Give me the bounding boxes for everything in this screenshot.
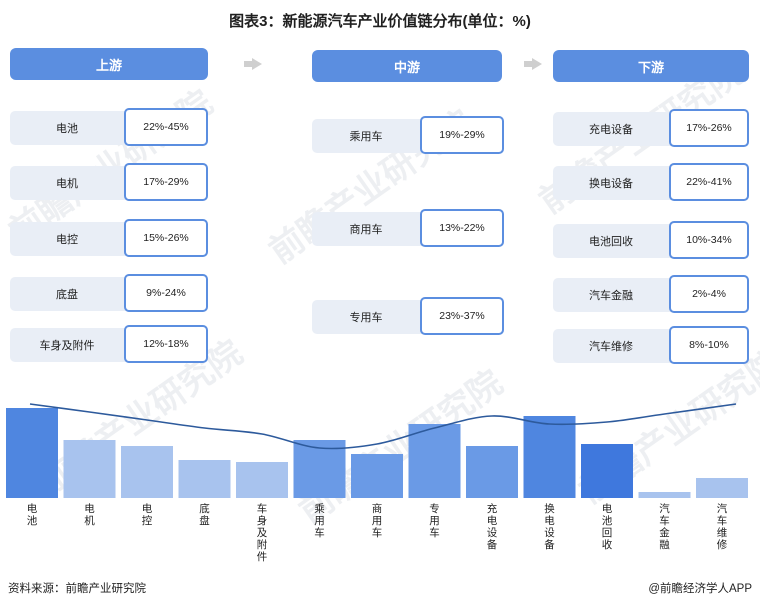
item-label: 商用车 (349, 224, 383, 236)
item-value: 13%-22% (420, 209, 504, 247)
item-value: 23%-37% (420, 297, 504, 335)
bar-底盘 (178, 460, 231, 498)
item-value: 17%-29% (124, 163, 208, 201)
tick-label: 电机 (84, 502, 95, 527)
item-value: 17%-26% (669, 109, 749, 147)
brand-label: @前瞻经济学人APP (648, 583, 752, 595)
item-value: 2%-4% (669, 275, 749, 313)
trend-curve (29, 403, 737, 450)
tick-label: 汽车金融 (659, 502, 670, 551)
bar-电池回收 (581, 444, 633, 498)
tick-label: 换电设备 (544, 502, 555, 551)
tick-label: 底盘 (199, 502, 210, 527)
item-label: 专用车 (349, 312, 383, 324)
tick-label: 电池回收 (602, 502, 613, 551)
upstream-item: 电机 17%-29% (10, 163, 208, 201)
downstream-item: 汽车金融 2%-4% (553, 275, 749, 313)
item-label: 换电设备 (589, 178, 633, 190)
arrow-right-icon (524, 58, 542, 70)
item-label: 底盘 (56, 289, 78, 301)
bar-换电设备 (523, 416, 576, 498)
item-label: 电池回收 (589, 236, 633, 248)
bar-车身及附件 (236, 462, 288, 498)
bar-充电设备 (466, 446, 518, 498)
upstream-item: 底盘 9%-24% (10, 274, 208, 312)
item-value: 19%-29% (420, 116, 504, 154)
page-title: 图表3：新能源汽车产业价值链分布(单位：%) (229, 13, 531, 30)
item-label: 电机 (56, 178, 78, 190)
upstream-item: 电池 22%-45% (10, 108, 208, 146)
upstream-header: 上游 (10, 48, 208, 80)
value-chain-bar-chart: 电池 电机 电控 底盘 车身及附件 乘用车 商用车 专用车 充电设备 换电设备 电池回收 汽车金融 汽车… (6, 403, 748, 563)
midstream-item: 商用车 13%-22% (312, 209, 504, 247)
midstream-header: 中游 (312, 50, 502, 82)
upstream-item: 车身及附件 12%-18% (10, 325, 208, 363)
item-label: 汽车维修 (589, 341, 633, 353)
upstream-item: 电控 15%-26% (10, 219, 208, 257)
item-label: 乘用车 (349, 131, 383, 143)
bar-乘用车 (293, 440, 346, 498)
item-value: 22%-45% (124, 108, 208, 146)
item-label: 充电设备 (589, 124, 633, 136)
tick-label: 商用车 (372, 502, 383, 539)
item-label: 电控 (56, 234, 78, 246)
midstream-item: 专用车 23%-37% (312, 297, 504, 335)
downstream-item: 电池回收 10%-34% (553, 221, 749, 259)
tick-label: 充电设备 (487, 502, 498, 551)
bar-商用车 (351, 454, 403, 498)
bar-汽车维修 (696, 478, 748, 498)
downstream-item: 换电设备 22%-41% (553, 163, 749, 201)
bar-电机 (63, 440, 116, 498)
downstream-item: 充电设备 17%-26% (553, 109, 749, 147)
arrow-right-icon (244, 58, 262, 70)
bar-电控 (121, 446, 173, 498)
item-value: 22%-41% (669, 163, 749, 201)
tick-label: 汽车维修 (717, 502, 728, 551)
item-label: 汽车金融 (589, 290, 633, 302)
midstream-item: 乘用车 19%-29% (312, 116, 504, 154)
item-label: 车身及附件 (39, 340, 95, 352)
tick-label: 车身及附件 (257, 502, 268, 563)
bar-专用车 (408, 424, 461, 498)
downstream-header: 下游 (553, 50, 749, 82)
tick-label: 专用车 (429, 502, 440, 539)
downstream-item: 汽车维修 8%-10% (553, 326, 749, 364)
item-value: 10%-34% (669, 221, 749, 259)
tick-label: 电池 (27, 502, 38, 527)
bar-电池 (6, 408, 58, 498)
item-value: 9%-24% (124, 274, 208, 312)
item-value: 12%-18% (124, 325, 208, 363)
item-value: 8%-10% (669, 326, 749, 364)
tick-label: 电控 (142, 502, 153, 527)
source-note: 资料来源：前瞻产业研究院 (8, 583, 146, 595)
bar-汽车金融 (638, 492, 691, 498)
tick-label: 乘用车 (314, 503, 325, 539)
item-label: 电池 (56, 123, 78, 135)
item-value: 15%-26% (124, 219, 208, 257)
